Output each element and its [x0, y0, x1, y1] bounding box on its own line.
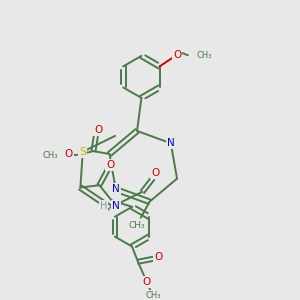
Text: H: H: [100, 201, 107, 211]
Text: CH₃: CH₃: [196, 51, 212, 60]
Text: S: S: [79, 147, 86, 157]
Text: O: O: [64, 149, 72, 159]
Text: N: N: [112, 201, 120, 211]
Text: CH₃: CH₃: [42, 151, 58, 160]
Text: N: N: [112, 184, 120, 194]
Text: N: N: [167, 138, 175, 148]
Text: O: O: [152, 168, 160, 178]
Text: O: O: [142, 277, 151, 287]
Text: CH₃: CH₃: [129, 220, 146, 230]
Text: O: O: [106, 160, 115, 170]
Text: CH₃: CH₃: [146, 291, 161, 300]
Text: O: O: [154, 252, 163, 262]
Text: O: O: [173, 50, 181, 60]
Text: O: O: [94, 125, 102, 135]
